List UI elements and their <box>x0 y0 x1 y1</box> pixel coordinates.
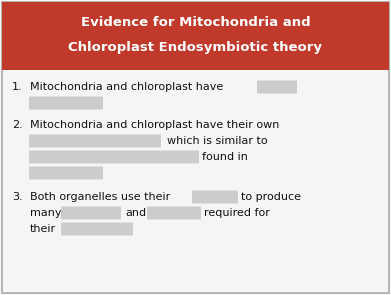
FancyBboxPatch shape <box>61 206 121 219</box>
Text: Mitochondria and chloroplast have their own: Mitochondria and chloroplast have their … <box>30 120 280 130</box>
Text: their: their <box>30 224 56 234</box>
Text: 1.: 1. <box>12 82 23 92</box>
FancyBboxPatch shape <box>29 166 103 179</box>
Text: 3.: 3. <box>12 192 23 202</box>
Text: Evidence for Mitochondria and: Evidence for Mitochondria and <box>81 16 310 29</box>
Text: Chloroplast Endosymbiotic theory: Chloroplast Endosymbiotic theory <box>68 42 323 55</box>
FancyBboxPatch shape <box>29 150 199 163</box>
FancyBboxPatch shape <box>147 206 201 219</box>
FancyBboxPatch shape <box>192 191 238 204</box>
Text: found in: found in <box>202 152 248 162</box>
Text: many: many <box>30 208 61 218</box>
FancyBboxPatch shape <box>2 2 389 70</box>
FancyBboxPatch shape <box>2 2 389 293</box>
FancyBboxPatch shape <box>29 96 103 109</box>
FancyBboxPatch shape <box>61 222 133 235</box>
FancyBboxPatch shape <box>257 81 297 94</box>
Text: Mitochondria and chloroplast have: Mitochondria and chloroplast have <box>30 82 223 92</box>
Text: required for: required for <box>204 208 270 218</box>
Text: to produce: to produce <box>241 192 301 202</box>
FancyBboxPatch shape <box>29 135 161 148</box>
Text: 2.: 2. <box>12 120 23 130</box>
Text: Both organelles use their: Both organelles use their <box>30 192 170 202</box>
Text: and: and <box>125 208 146 218</box>
Text: which is similar to: which is similar to <box>167 136 267 146</box>
